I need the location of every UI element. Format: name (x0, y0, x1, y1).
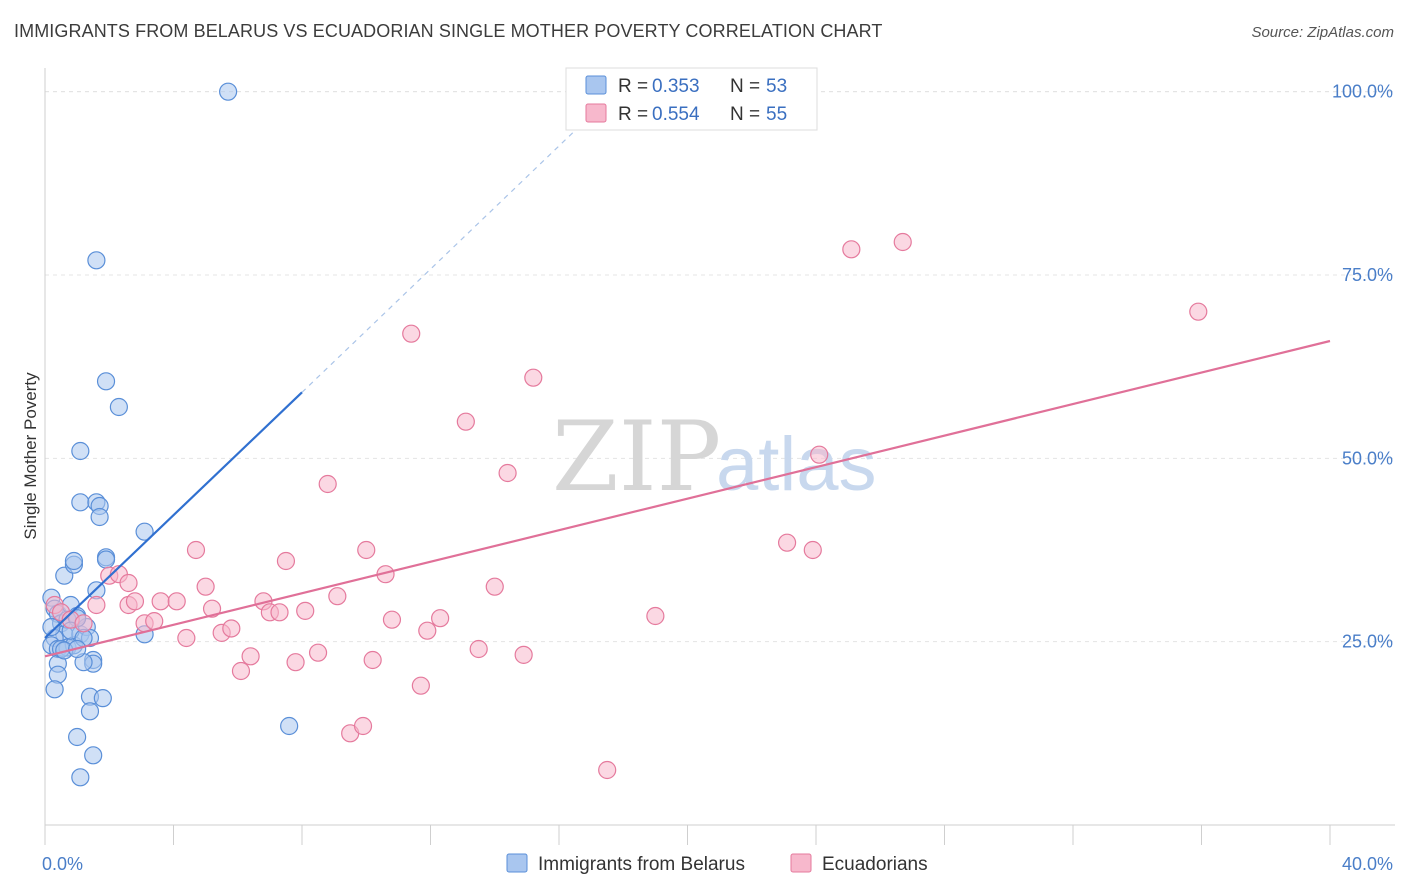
point-ecuadorians (119, 573, 138, 593)
point-ecuadorians (469, 639, 488, 659)
stats-legend-r-label-belarus: R = (618, 76, 648, 97)
point-belarus (48, 665, 67, 684)
point-belarus (80, 702, 100, 721)
point-belarus (280, 716, 299, 736)
watermark: ZIP atlas (552, 401, 877, 513)
bottom-legend: Immigrants from Belarus Ecuadorians (506, 853, 928, 875)
stats-legend-box (565, 67, 818, 131)
stats-legend-r-value-belarus: 0.353 (652, 76, 700, 97)
point-ecuadorians (803, 540, 822, 560)
point-ecuadorians (1189, 302, 1208, 321)
stats-legend-r-label-ecuadorians: R = (618, 104, 648, 125)
trend-line-belarus (44, 391, 303, 639)
point-belarus (109, 397, 128, 417)
bottom-legend-swatch-belarus (506, 853, 528, 873)
point-ecuadorians (498, 463, 517, 483)
y-tick-label: 25.0% (1342, 632, 1393, 652)
point-ecuadorians (186, 540, 206, 560)
point-belarus (68, 727, 87, 747)
bottom-legend-swatch-ecuadorians (790, 853, 812, 873)
y-axis-label: Single Mother Poverty (21, 372, 40, 540)
point-ecuadorians (328, 587, 347, 606)
point-belarus (96, 550, 116, 569)
point-ecuadorians (842, 240, 861, 259)
y-tick-label: 50.0% (1342, 448, 1393, 468)
point-belarus (96, 372, 116, 391)
point-ecuadorians (241, 647, 260, 666)
point-ecuadorians (318, 474, 337, 494)
point-ecuadorians (276, 551, 296, 571)
point-ecuadorians (524, 368, 543, 387)
point-ecuadorians (74, 614, 93, 633)
point-ecuadorians (485, 577, 504, 596)
stats-legend-n-label-ecuadorians: N = (730, 104, 760, 125)
point-ecuadorians (177, 628, 196, 648)
point-ecuadorians (777, 533, 797, 552)
x-tick-label: 40.0% (1342, 854, 1393, 874)
point-ecuadorians (202, 599, 222, 618)
y-tick-label: 75.0% (1342, 265, 1393, 285)
point-belarus (42, 617, 61, 637)
point-ecuadorians (893, 232, 912, 252)
point-belarus (87, 251, 106, 270)
point-belarus (64, 551, 84, 571)
point-ecuadorians (151, 592, 170, 611)
axes (44, 68, 1395, 845)
point-ecuadorians (363, 650, 382, 670)
point-ecuadorians (296, 601, 315, 620)
stats-legend-r-value-ecuadorians: 0.554 (652, 104, 700, 125)
point-ecuadorians (357, 540, 376, 560)
point-belarus (71, 768, 90, 787)
stats-legend-swatch-ecuadorians (585, 103, 607, 123)
chart-source: Source: ZipAtlas.com (1251, 24, 1394, 41)
point-ecuadorians (810, 445, 829, 464)
point-ecuadorians (402, 324, 421, 343)
point-ecuadorians (270, 603, 289, 622)
stats-legend-swatch-belarus (585, 75, 607, 95)
point-ecuadorians (231, 661, 251, 681)
point-belarus (84, 746, 103, 765)
x-tick-labels: 0.0% 40.0% (42, 854, 1393, 874)
point-belarus (93, 689, 112, 708)
y-tick-label: 100.0% (1332, 82, 1393, 102)
trend-line-belarus-extension (301, 83, 624, 393)
trend-lines (44, 83, 1331, 658)
x-tick-label: 0.0% (42, 854, 83, 874)
stats-legend: R = 0.353 N = 53 R = 0.554 N = 55 (565, 67, 818, 131)
point-ecuadorians (456, 412, 475, 431)
point-ecuadorians (646, 606, 665, 626)
watermark-atlas: atlas (716, 422, 877, 507)
bottom-legend-label-belarus: Immigrants from Belarus (538, 854, 745, 875)
point-ecuadorians (514, 645, 533, 664)
stats-legend-n-value-ecuadorians: 55 (766, 104, 787, 125)
point-ecuadorians (87, 595, 106, 615)
watermark-zip: ZIP (552, 401, 721, 513)
point-ecuadorians (286, 653, 305, 672)
y-tick-labels: 25.0% 50.0% 75.0% 100.0% (1332, 82, 1393, 652)
trend-line-ecuadorians (44, 339, 1331, 658)
point-ecuadorians (598, 760, 617, 780)
point-ecuadorians (125, 592, 145, 611)
point-ecuadorians (411, 676, 430, 695)
point-ecuadorians (222, 619, 241, 638)
bottom-legend-label-ecuadorians: Ecuadorians (822, 854, 928, 875)
chart-title: IMMIGRANTS FROM BELARUS VS ECUADORIAN SI… (14, 21, 883, 41)
point-belarus (45, 680, 64, 699)
point-belarus (219, 82, 238, 101)
point-ecuadorians (167, 592, 186, 611)
point-ecuadorians (382, 610, 402, 629)
point-belarus (71, 441, 90, 461)
point-ecuadorians (418, 621, 437, 640)
point-belarus (135, 522, 154, 541)
point-ecuadorians (196, 577, 215, 596)
grid-lines (45, 91, 1395, 643)
point-ecuadorians (308, 643, 328, 662)
stats-legend-n-value-belarus: 53 (766, 76, 787, 97)
point-ecuadorians (353, 716, 373, 736)
point-belarus (90, 507, 109, 527)
stats-legend-n-label-belarus: N = (730, 76, 760, 97)
point-belarus (71, 493, 90, 512)
point-ecuadorians (431, 609, 450, 628)
